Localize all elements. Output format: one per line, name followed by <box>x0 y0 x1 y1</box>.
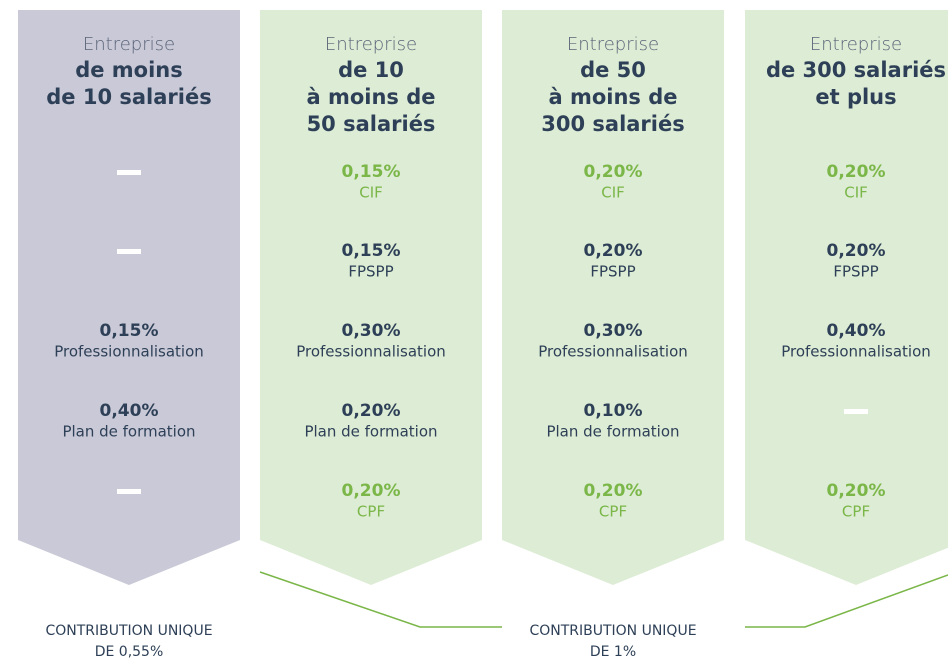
column <box>18 10 240 585</box>
column-title: 300 salariés <box>541 112 684 136</box>
item-value: 0,40% <box>100 401 159 421</box>
item-label: Plan de formation <box>62 423 195 441</box>
item-value: 0,15% <box>100 321 159 341</box>
item-value: 0,15% <box>342 162 401 182</box>
dash <box>117 489 141 494</box>
dash <box>844 409 868 414</box>
dash <box>117 249 141 254</box>
column-heading: Entreprise <box>567 34 659 55</box>
item-value: 0,20% <box>342 481 401 501</box>
item-label: CPF <box>842 503 870 521</box>
item-value: 0,20% <box>827 162 886 182</box>
item-value: 0,10% <box>584 401 643 421</box>
item-label: FPSPP <box>833 263 878 281</box>
item-label: Professionnalisation <box>538 343 688 361</box>
column-heading: Entreprise <box>83 34 175 55</box>
column-title: à moins de <box>306 85 435 109</box>
item-value: 0,20% <box>584 162 643 182</box>
item-value: 0,20% <box>584 481 643 501</box>
column <box>502 10 724 585</box>
column-title: de moins <box>75 58 183 82</box>
item-label: Professionnalisation <box>781 343 931 361</box>
item-value: 0,15% <box>342 241 401 261</box>
item-value: 0,20% <box>342 401 401 421</box>
item-label: CIF <box>601 184 625 202</box>
item-label: FPSPP <box>348 263 393 281</box>
column-title: à moins de <box>548 85 677 109</box>
item-value: 0,20% <box>584 241 643 261</box>
item-value: 0,40% <box>827 321 886 341</box>
column-title: de 10 <box>338 58 404 82</box>
item-label: FPSPP <box>590 263 635 281</box>
contribution-text: CONTRIBUTION UNIQUE <box>529 623 696 639</box>
dash <box>117 170 141 175</box>
item-value: 0,20% <box>827 241 886 261</box>
item-value: 0,30% <box>584 321 643 341</box>
item-label: Professionnalisation <box>296 343 446 361</box>
item-label: Plan de formation <box>304 423 437 441</box>
column-title: et plus <box>815 85 896 109</box>
item-label: CPF <box>357 503 385 521</box>
item-value: 0,30% <box>342 321 401 341</box>
contribution-text: CONTRIBUTION UNIQUE <box>45 623 212 639</box>
item-label: Plan de formation <box>546 423 679 441</box>
column <box>260 10 482 585</box>
item-label: CIF <box>359 184 383 202</box>
bracket <box>259 571 502 628</box>
contribution-text: DE 1% <box>590 644 636 659</box>
bracket <box>745 574 948 628</box>
item-label: Professionnalisation <box>54 343 204 361</box>
column-title: de 50 <box>580 58 646 82</box>
column-title: de 10 salariés <box>46 85 211 109</box>
contribution-text: DE 0,55% <box>95 644 164 659</box>
column <box>745 10 948 585</box>
column-heading: Entreprise <box>810 34 902 55</box>
column-title: de 300 salariés <box>766 58 946 82</box>
item-label: CIF <box>844 184 868 202</box>
item-label: CPF <box>599 503 627 521</box>
column-heading: Entreprise <box>325 34 417 55</box>
item-value: 0,20% <box>827 481 886 501</box>
column-title: 50 salariés <box>307 112 436 136</box>
